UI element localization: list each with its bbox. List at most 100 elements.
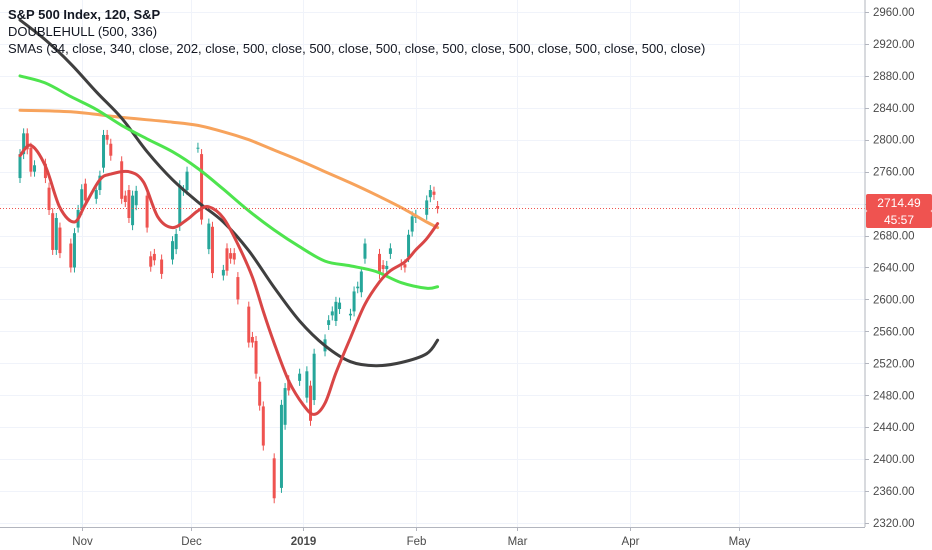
candlestick-series	[18, 128, 440, 504]
candle-down	[83, 183, 87, 201]
candle-down	[403, 264, 407, 268]
x-tick-label: Nov	[72, 536, 93, 548]
candle-up	[207, 223, 211, 250]
candle-up	[330, 311, 334, 316]
candle-down	[149, 256, 153, 267]
candle-down	[232, 253, 236, 260]
x-tick-label: 2019	[291, 536, 317, 548]
candle-up	[428, 190, 432, 198]
candle-down	[261, 406, 265, 446]
candle-up	[102, 134, 106, 168]
candle-down	[51, 213, 55, 250]
candle-up	[174, 233, 178, 250]
candle-up	[22, 133, 26, 155]
series-line	[18, 18, 440, 368]
y-tick-label: 2880.00	[873, 71, 915, 83]
candle-up	[298, 373, 302, 381]
candle-up	[388, 248, 392, 254]
candle-down	[229, 253, 233, 259]
series-line	[18, 143, 440, 416]
y-tick-label: 2760.00	[873, 167, 915, 179]
candle-up	[94, 190, 98, 199]
candle-up	[98, 175, 102, 191]
indicator-smas[interactable]: SMAs (34, close, 340, close, 202, close,…	[8, 41, 706, 56]
time-axis[interactable]: Nov Dec 2019 Feb Mar Apr May	[72, 527, 751, 548]
last-price-tag: 2714.49 45:57	[866, 194, 932, 228]
candle-up	[283, 388, 287, 425]
candle-up	[359, 271, 363, 293]
candle-down	[127, 190, 131, 218]
candle-up	[72, 233, 76, 268]
y-tick-label: 2680.00	[873, 231, 915, 243]
candle-up	[305, 371, 309, 398]
candle-down	[109, 143, 113, 156]
candle-up	[134, 190, 138, 206]
candle-up	[363, 243, 367, 259]
y-tick-label: 2840.00	[873, 103, 915, 115]
y-tick-label: 2520.00	[873, 358, 915, 370]
y-tick-label: 2440.00	[873, 422, 915, 434]
symbol-title[interactable]: S&P 500 Index, 120, S&P	[8, 7, 161, 22]
candle-up	[348, 313, 352, 316]
grid-lines	[0, 0, 865, 527]
candle-up	[80, 189, 84, 211]
price-tag-label: 2714.49	[877, 196, 921, 210]
countdown-label: 45:57	[884, 213, 914, 227]
countdown-tag-box	[866, 211, 932, 228]
candle-down	[436, 206, 440, 209]
candle-up	[327, 320, 331, 325]
candle-down	[47, 187, 51, 211]
candle-up	[54, 217, 58, 250]
y-tick-label: 2400.00	[873, 454, 915, 466]
y-tick-label: 2560.00	[873, 326, 915, 338]
candle-down	[432, 191, 436, 195]
candle-up	[356, 286, 360, 289]
candle-up	[196, 147, 200, 149]
candle-up	[410, 216, 414, 232]
candle-down	[69, 243, 73, 268]
x-tick-label: Apr	[622, 536, 640, 548]
candle-up	[18, 154, 22, 179]
candle-up	[334, 301, 338, 321]
candle-up	[131, 195, 135, 226]
candle-down	[123, 195, 127, 203]
y-tick-label: 2960.00	[873, 7, 915, 19]
x-tick-label: May	[729, 536, 751, 548]
y-tick-label: 2800.00	[873, 135, 915, 147]
candle-down	[105, 134, 109, 140]
candle-down	[145, 195, 149, 228]
candle-down	[29, 147, 33, 172]
indicator-doublehull[interactable]: DOUBLEHULL (500, 336)	[8, 24, 158, 39]
candle-down	[247, 306, 251, 343]
candle-up	[338, 302, 342, 310]
candle-down	[250, 336, 254, 343]
candle-down	[152, 253, 156, 261]
candle-up	[312, 353, 316, 401]
candle-up	[279, 404, 283, 488]
candle-up	[352, 291, 356, 312]
chart-legend: S&P 500 Index, 120, S&P DOUBLEHULL (500,…	[8, 6, 705, 57]
x-tick-label: Dec	[181, 536, 202, 548]
price-axis[interactable]: 2320.00 2360.00 2400.00 2440.00 2480.00 2520.…	[865, 7, 915, 530]
x-tick-label: Mar	[508, 536, 528, 548]
candle-up	[33, 165, 37, 172]
candle-down	[43, 163, 47, 179]
series-line	[18, 74, 440, 290]
x-tick-label: Feb	[407, 536, 427, 548]
candle-down	[25, 133, 29, 150]
candle-up	[385, 265, 389, 270]
candle-down	[309, 385, 313, 421]
candle-down	[254, 340, 258, 374]
y-tick-label: 2640.00	[873, 262, 915, 274]
candle-up	[185, 171, 189, 191]
candle-up	[221, 269, 225, 276]
candle-down	[287, 380, 291, 391]
moving-average-lines	[18, 18, 440, 416]
candle-down	[258, 381, 262, 406]
candle-down	[160, 259, 164, 274]
candle-down	[381, 265, 385, 270]
y-tick-label: 2920.00	[873, 39, 915, 51]
candle-down	[378, 253, 382, 274]
candle-down	[225, 248, 229, 271]
